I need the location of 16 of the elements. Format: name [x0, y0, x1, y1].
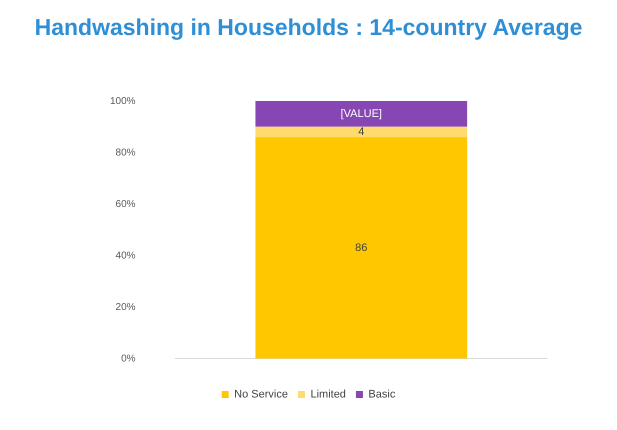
- y-tick-label: 0%: [121, 353, 136, 364]
- data-label: 4: [358, 126, 364, 138]
- y-tick-label: 40%: [116, 250, 136, 262]
- data-label: [VALUE]: [340, 108, 382, 120]
- data-label: 86: [355, 242, 368, 254]
- y-tick-label: 80%: [116, 147, 136, 158]
- bar: [255, 101, 468, 127]
- bar: [255, 137, 468, 359]
- y-tick-label: 60%: [116, 198, 136, 210]
- legend-label: No Service: [234, 388, 288, 401]
- y-tick-label: 20%: [116, 302, 136, 313]
- legend-label: Limited: [310, 388, 346, 401]
- legend-label: Basic: [368, 388, 396, 401]
- bar: [255, 126, 468, 138]
- y-tick-label: 100%: [110, 96, 136, 107]
- chart-title: Handwashing in Households : 14-country Average: [34, 14, 584, 41]
